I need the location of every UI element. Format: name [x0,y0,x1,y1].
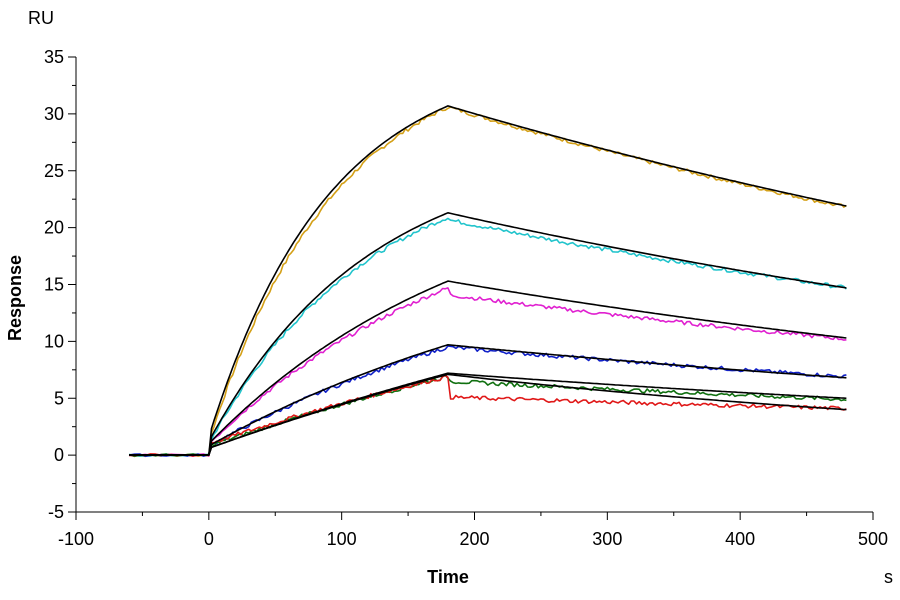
x-axis-ticks: -100 0 100 200 300 400 500 [58,512,888,549]
series-line-3 [128,287,847,457]
series-curves [128,106,847,458]
x-unit-label: s [884,567,893,587]
y-tick-label: 5 [54,388,64,408]
x-tick-label: 100 [327,529,357,549]
fit-line-4 [129,344,847,456]
series-line-4 [128,345,847,458]
x-tick-label: 300 [592,529,622,549]
y-axis-title: Response [5,255,25,341]
y-axis-ticks: -5 0 5 10 15 20 25 30 35 [44,47,76,522]
y-unit-label: RU [28,8,54,28]
fit-line-2 [129,212,847,456]
y-tick-label: 20 [44,218,64,238]
x-tick-label: 0 [204,529,214,549]
y-tick-label: 30 [44,104,64,124]
x-tick-label: -100 [58,529,94,549]
y-tick-label: -5 [48,502,64,522]
x-axis-title: Time [427,567,469,587]
fit-line-1 [129,105,847,456]
x-tick-label: 200 [459,529,489,549]
axes: -100 0 100 200 300 400 500 -5 0 5 10 15 20 25 30 35 [44,47,888,549]
fit-line-3 [129,280,847,456]
x-tick-label: 500 [858,529,888,549]
y-tick-label: 35 [44,47,64,67]
y-tick-label: 25 [44,161,64,181]
x-tick-label: 400 [725,529,755,549]
series-line-6 [129,374,847,457]
fit-line-6 [129,373,847,456]
y-tick-label: 10 [44,331,64,351]
y-tick-label: 15 [44,275,64,295]
y-tick-label: 0 [54,445,64,465]
fit-curves [129,105,847,456]
series-line-2 [128,217,847,457]
